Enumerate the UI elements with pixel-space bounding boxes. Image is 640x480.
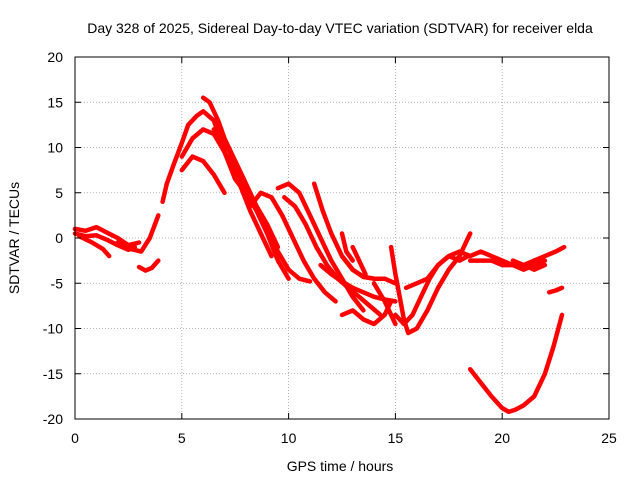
y-tick-label: -15 bbox=[43, 366, 63, 382]
series-line-arc-8 bbox=[179, 154, 227, 196]
y-tick-label: -10 bbox=[43, 321, 63, 337]
grid-lines bbox=[75, 57, 609, 419]
chart-title: Day 328 of 2025, Sidereal Day-to-day VTE… bbox=[87, 20, 593, 36]
series-line-arc-14 bbox=[282, 195, 383, 318]
series-line-arc-24 bbox=[403, 249, 462, 291]
x-tick-label: 5 bbox=[178, 430, 186, 446]
series-line-arc-6 bbox=[160, 109, 270, 232]
series-line-arc-17 bbox=[339, 253, 398, 286]
series-line-arc-10 bbox=[211, 127, 313, 284]
axis-ticks: 0 5 10 15 20 25 -20 -15 -10 -5 0 5 10 15 20 bbox=[43, 49, 617, 446]
series-line-arc-19 bbox=[350, 244, 368, 277]
y-axis-label: SDTVAR / TECUs bbox=[6, 182, 22, 294]
series-line-arc-18 bbox=[339, 231, 355, 263]
series-line-arc-5 bbox=[136, 258, 161, 273]
series-line-arc-22 bbox=[388, 231, 473, 336]
x-tick-label: 15 bbox=[388, 430, 404, 446]
series-line-arc-1 bbox=[72, 224, 142, 248]
y-tick-label: -5 bbox=[51, 275, 64, 291]
series-line-arc-11 bbox=[226, 154, 274, 259]
x-tick-label: 25 bbox=[601, 430, 617, 446]
x-tick-label: 10 bbox=[281, 430, 297, 446]
series-line-arc-4 bbox=[115, 213, 161, 254]
y-tick-label: 20 bbox=[47, 49, 63, 65]
y-tick-label: -20 bbox=[43, 411, 63, 427]
x-axis-label: GPS time / hours bbox=[287, 458, 394, 474]
series-line-arc-28 bbox=[546, 285, 565, 295]
x-tick-label: 20 bbox=[494, 430, 510, 446]
y-tick-label: 0 bbox=[55, 230, 63, 246]
y-tick-label: 10 bbox=[47, 140, 63, 156]
y-tick-label: 15 bbox=[47, 94, 63, 110]
series-line-arc-20 bbox=[339, 299, 394, 327]
series-line-arc-12 bbox=[247, 190, 338, 304]
series-line-arc-26 bbox=[467, 258, 548, 272]
series-line-arc-21 bbox=[371, 281, 398, 327]
x-tick-label: 0 bbox=[71, 430, 79, 446]
series-line-arc-29 bbox=[467, 312, 565, 415]
y-tick-label: 5 bbox=[55, 185, 63, 201]
data-series bbox=[72, 95, 567, 415]
series-line-arc-3 bbox=[77, 233, 112, 259]
series-line-arc-27 bbox=[510, 258, 548, 272]
